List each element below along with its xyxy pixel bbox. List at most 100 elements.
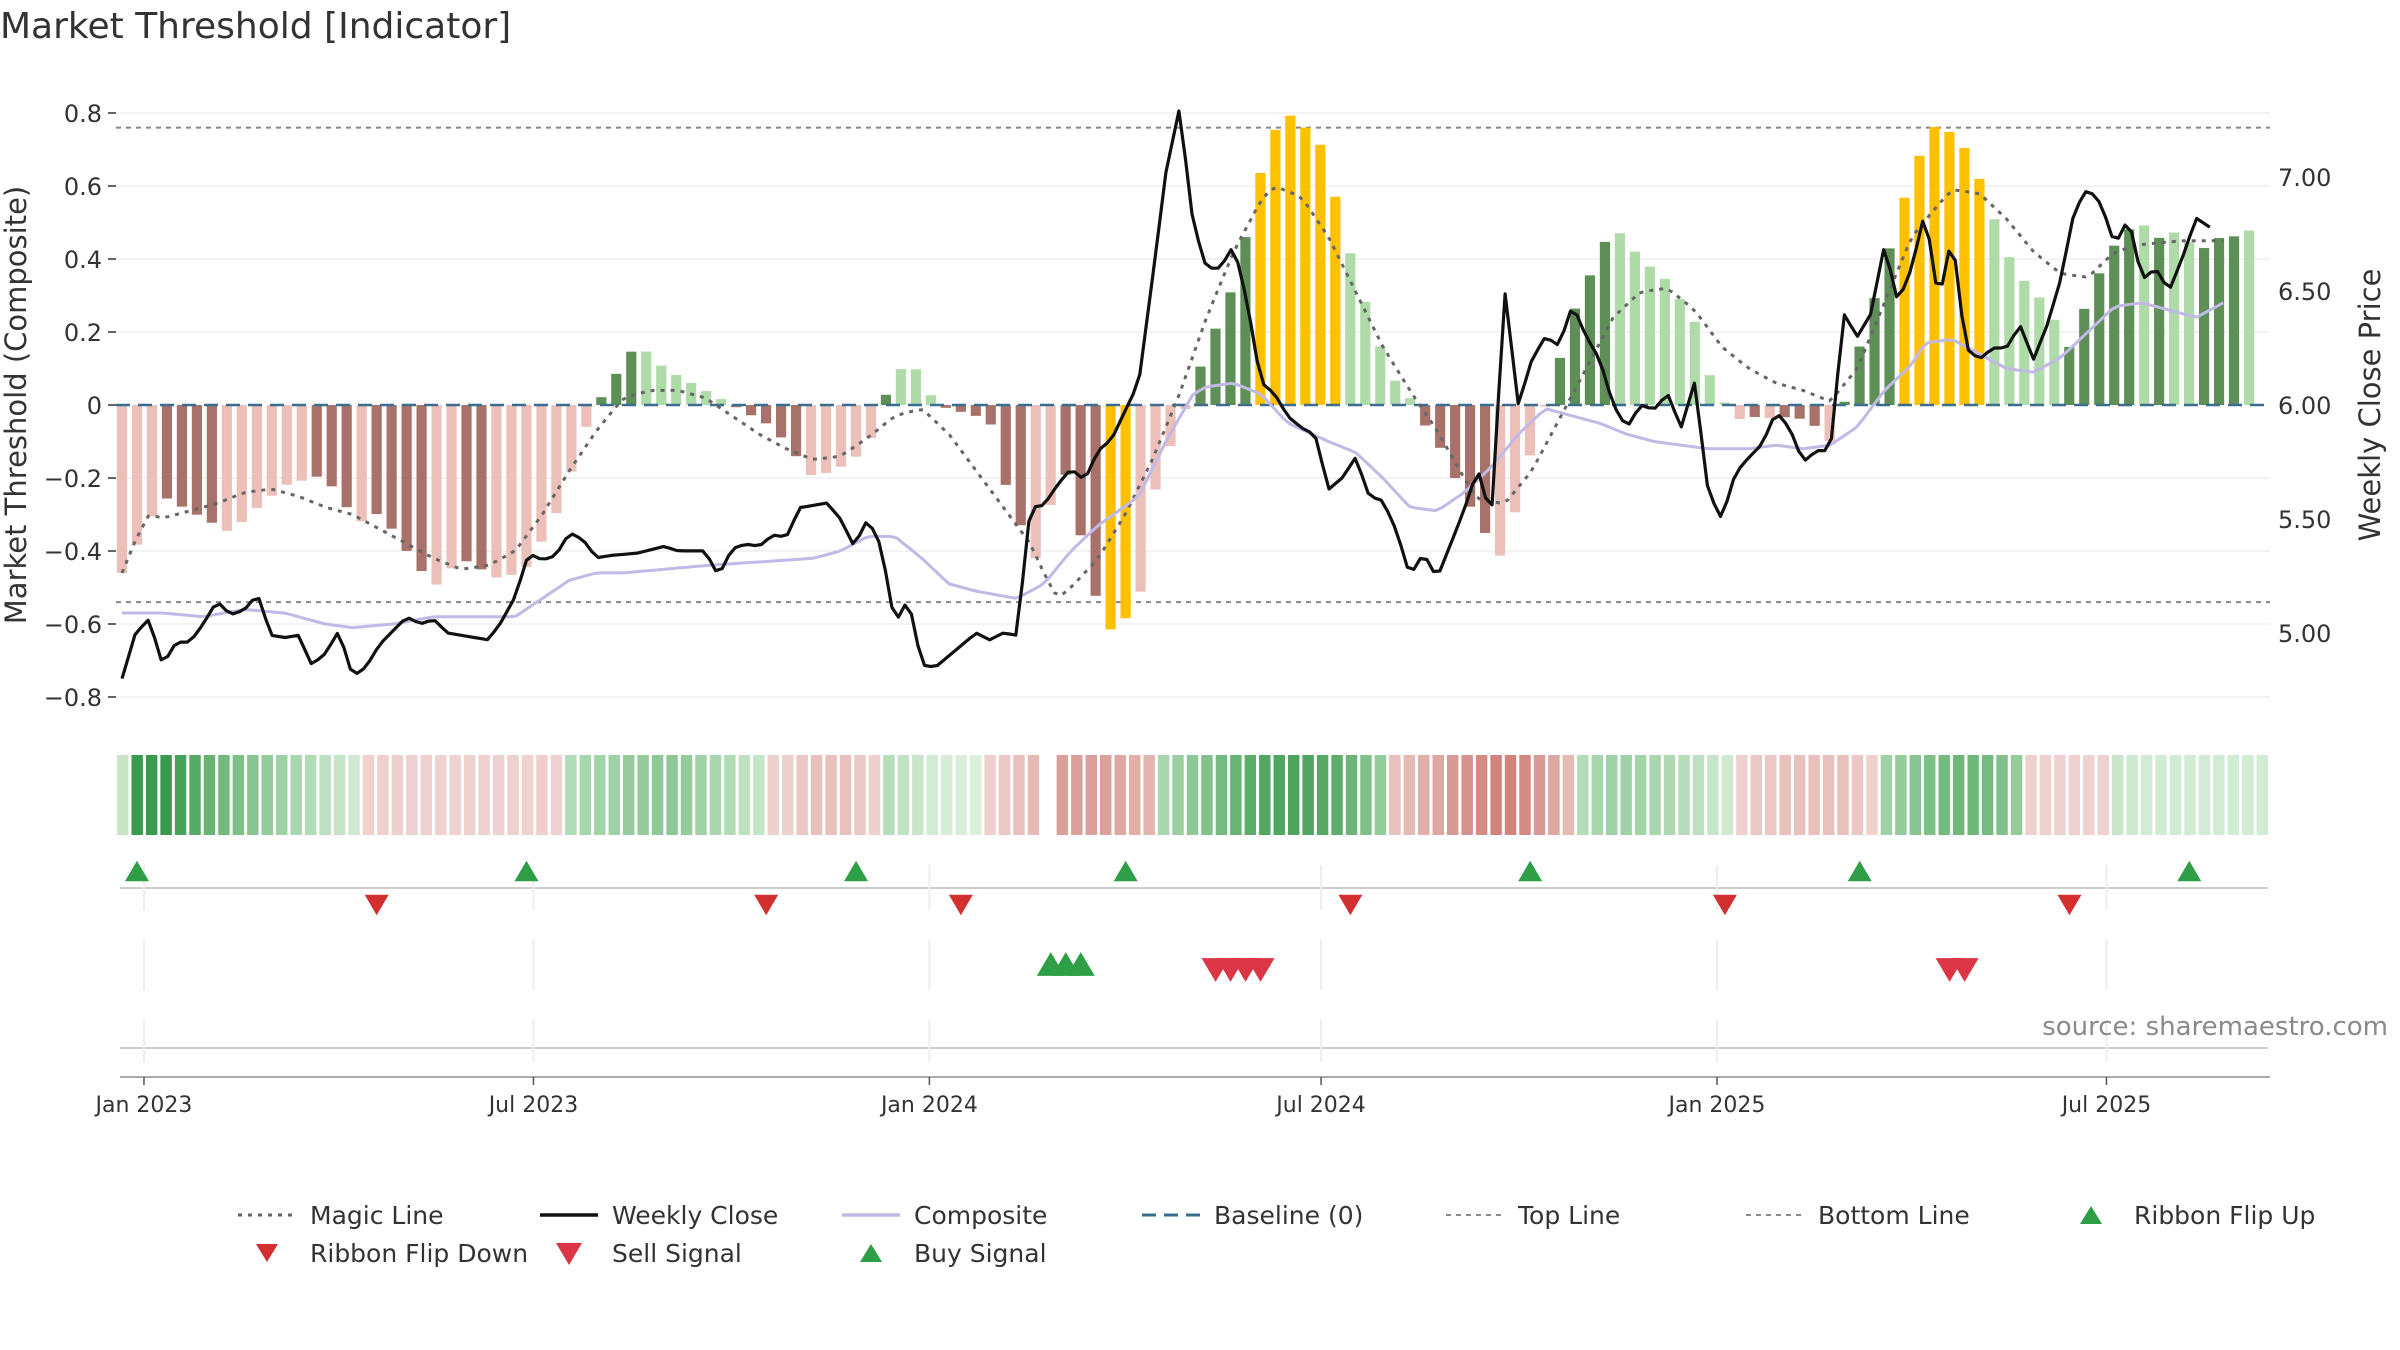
legend-key-2 (840, 1200, 902, 1230)
ribbon-cell-31 (565, 755, 577, 835)
legend-item-1: Weekly Close (538, 1200, 778, 1230)
bar-week-114 (1824, 405, 1835, 441)
ribbon-cell-118 (1822, 755, 1835, 835)
bar-week-74 (1225, 292, 1236, 405)
bar-week-106 (1704, 375, 1715, 405)
bar-week-95 (1539, 405, 1551, 407)
legend-key-1 (538, 1200, 600, 1230)
ribbon-cell-106 (1649, 755, 1661, 835)
bar-week-2 (146, 405, 158, 517)
ribbon-cell-17 (362, 755, 375, 835)
bar-week-48 (835, 405, 847, 467)
bar-week-60 (1015, 405, 1026, 526)
ribbon-cell-38 (666, 755, 678, 835)
ribbon-cell-43 (738, 755, 751, 835)
legend-item-0: Magic Line (236, 1200, 444, 1230)
bar-week-30 (566, 405, 577, 472)
ribbon-cell-142 (2169, 755, 2182, 835)
bar-week-116 (1854, 346, 1865, 405)
bar-week-20 (416, 405, 427, 572)
ytick-left-label-0: 0.8 (64, 100, 102, 128)
composite-line (122, 301, 2225, 630)
ribbon-flip-down-5 (2057, 894, 2082, 916)
ribbon-cell-83 (1316, 755, 1329, 835)
ribbon-cell-34 (608, 755, 620, 835)
bar-week-46 (805, 405, 817, 476)
bar-week-21 (431, 405, 442, 585)
ribbon-cell-77 (1230, 755, 1242, 835)
legend-item-8: Sell Signal (538, 1238, 742, 1268)
ribbon-cell-13 (304, 755, 317, 835)
bar-week-141 (2228, 236, 2240, 405)
ribbon-cell-124 (1909, 755, 1922, 835)
ribbon-cell-56 (926, 755, 939, 835)
bar-week-42 (746, 405, 757, 416)
ribbon-cell-0 (117, 755, 129, 835)
ytick-right-label-2: 6.00 (2278, 392, 2331, 420)
bar-week-96 (1554, 357, 1566, 405)
bar-week-142 (2243, 230, 2255, 405)
bar-week-67 (1120, 405, 1131, 619)
ribbon-cell-58 (955, 755, 967, 835)
ribbon-cell-144 (2198, 755, 2211, 835)
bar-week-70 (1165, 405, 1176, 447)
ribbon-cell-141 (2155, 755, 2167, 835)
ribbon-cell-54 (897, 755, 910, 835)
ribbon-cell-129 (1981, 755, 1994, 835)
ribbon-flip-down-2 (948, 894, 973, 916)
chart-title: Market Threshold [Indicator] (0, 6, 512, 47)
ribbon-cell-75 (1201, 755, 1213, 835)
ribbon-cell-133 (2039, 755, 2052, 835)
xtick-label-4: Jan 2025 (1667, 1093, 1766, 1118)
ytick-right-label-4: 5.00 (2278, 620, 2331, 648)
bar-week-61 (1030, 405, 1041, 559)
ribbon-cell-127 (1952, 755, 1965, 835)
bar-week-126 (2004, 257, 2015, 405)
ribbon-cell-104 (1620, 755, 1632, 835)
ribbon-cell-125 (1924, 755, 1936, 835)
bar-week-29 (551, 405, 562, 513)
bar-week-124 (1974, 178, 1985, 405)
ribbon-cell-98 (1533, 755, 1546, 835)
ribbon-cell-146 (2227, 755, 2240, 835)
ytick-left-label-4: 0 (87, 392, 102, 420)
ribbon-cell-136 (2083, 755, 2095, 835)
ribbon-cell-119 (1837, 755, 1849, 835)
ylabel-right: Weekly Close Price (2353, 269, 2387, 542)
ribbon-cell-9 (247, 755, 259, 835)
bar-week-115 (1839, 401, 1850, 405)
bar-week-88 (1435, 405, 1446, 448)
bar-week-130 (2064, 346, 2075, 405)
bar-week-64 (1075, 405, 1086, 536)
bar-week-43 (761, 405, 772, 424)
ribbon-cell-97 (1519, 755, 1531, 835)
ribbon-cell-103 (1606, 755, 1618, 835)
ytick-left-label-3: 0.2 (64, 319, 102, 347)
bar-week-85 (1390, 380, 1401, 405)
legend-item-4: Top Line (1444, 1200, 1620, 1230)
ribbon-cell-112 (1736, 755, 1748, 835)
bar-week-55 (940, 405, 951, 408)
ribbon-cell-116 (1793, 755, 1806, 835)
ribbon-cell-6 (203, 755, 216, 835)
legend-key-8 (538, 1238, 600, 1268)
ribbon-cell-128 (1967, 755, 1979, 835)
legend-item-3: Baseline (0) (1140, 1200, 1363, 1230)
ribbon-cell-145 (2213, 755, 2225, 835)
bar-week-23 (461, 405, 472, 562)
ribbon-cell-92 (1446, 755, 1459, 835)
ribbon-cell-131 (2010, 755, 2023, 835)
bar-week-113 (1809, 405, 1820, 426)
ribbon-cell-94 (1475, 755, 1488, 835)
bar-week-6 (206, 405, 217, 523)
ribbon-cell-143 (2184, 755, 2196, 835)
bar-week-109 (1749, 405, 1760, 417)
bar-week-75 (1240, 237, 1251, 405)
legend-label-0: Magic Line (310, 1200, 444, 1230)
ribbon-cell-111 (1721, 755, 1734, 835)
ribbon-cell-51 (854, 755, 866, 835)
ribbon-cell-50 (839, 755, 852, 835)
bar-week-69 (1150, 405, 1161, 490)
ribbon-cell-48 (810, 755, 823, 835)
ribbon-cell-61 (998, 755, 1011, 835)
